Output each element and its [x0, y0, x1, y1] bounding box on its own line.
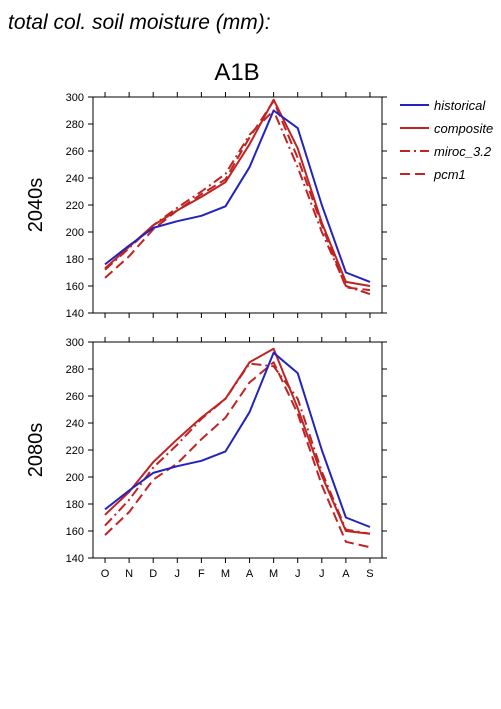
y-tick-label: 200 [66, 227, 84, 239]
legend-label: miroc_3.2 [434, 144, 492, 159]
x-tick-label: M [269, 568, 278, 580]
panel-2080s: 140 160 180 200 220 240 260 280 300 O N D J F M A M J J A S [66, 337, 387, 580]
y-tick-label: 300 [66, 92, 84, 104]
plot-frame [92, 96, 383, 314]
figure-title: total col. soil moisture (mm): [8, 11, 271, 34]
legend-label: composite [434, 121, 493, 136]
x-tick-label: A [342, 568, 350, 580]
y-tick-label: 180 [66, 499, 84, 511]
legend-label: pcm1 [433, 167, 466, 182]
x-tick-label: D [149, 568, 157, 580]
plot-frame [92, 341, 383, 559]
series-line-miroc-3-2 [104, 362, 371, 535]
series-line-composite [104, 98, 371, 287]
row-label-2080s: 2080s [25, 423, 47, 478]
y-tick-label: 200 [66, 472, 84, 484]
y-tick-label: 220 [66, 445, 84, 457]
panel-title: A1B [214, 59, 259, 86]
x-tick-label: F [198, 568, 205, 580]
y-tick-label: 260 [66, 146, 84, 158]
y-tick-label: 220 [66, 200, 84, 212]
y-tick-label: 160 [66, 281, 84, 293]
x-tick-label: M [221, 568, 230, 580]
series-line-composite [104, 347, 371, 535]
legend: historical composite miroc_3.2 pcm1 [400, 98, 493, 182]
x-tick-label: J [319, 568, 325, 580]
chart-panels: 140 160 180 200 220 240 260 280 300 140 160 180 200 2… [66, 92, 387, 580]
series-line-miroc-3-2 [104, 109, 371, 296]
x-tick-label: J [175, 568, 181, 580]
series-line-historical [104, 109, 371, 283]
y-tick-label: 140 [66, 308, 84, 320]
y-tick-label: 140 [66, 553, 84, 565]
y-tick-label: 300 [66, 337, 84, 349]
y-tick-label: 260 [66, 391, 84, 403]
series-line-pcm1 [104, 361, 371, 549]
x-tick-label: O [101, 568, 110, 580]
series-line-historical [104, 351, 371, 528]
x-tick-label: J [295, 568, 301, 580]
x-tick-label: A [246, 568, 254, 580]
legend-label: historical [434, 98, 486, 113]
panel-2040s: 140 160 180 200 220 240 260 280 300 [66, 92, 387, 320]
y-tick-label: 240 [66, 418, 84, 430]
series-line-pcm1 [104, 100, 371, 292]
y-tick-label: 240 [66, 173, 84, 185]
y-tick-label: 280 [66, 364, 84, 376]
x-tick-label: S [366, 568, 373, 580]
y-tick-label: 280 [66, 119, 84, 131]
y-tick-label: 160 [66, 526, 84, 538]
x-tick-label: N [125, 568, 133, 580]
row-label-2040s: 2040s [25, 178, 47, 233]
y-tick-label: 180 [66, 254, 84, 266]
